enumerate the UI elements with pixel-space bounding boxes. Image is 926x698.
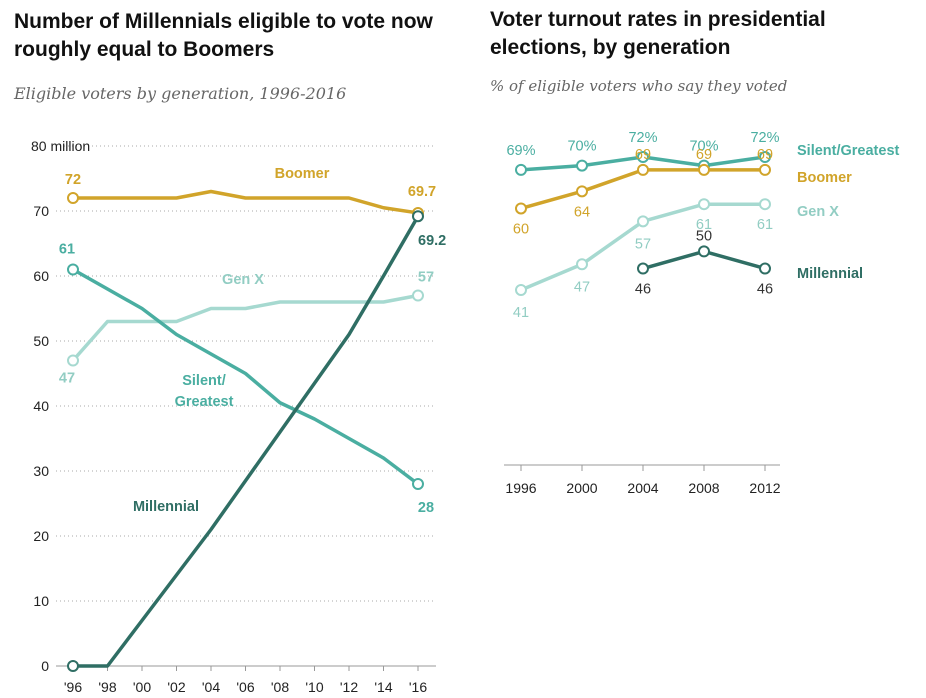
data-label: 57 [635,236,651,252]
data-label: 69 [696,147,712,163]
data-label: 69 [635,147,651,163]
x-tick-label: '14 [374,679,392,695]
y-tick-label: 30 [33,463,49,479]
data-label: 69.2 [418,233,446,249]
data-point-marker [412,478,424,490]
data-label: 61 [696,217,712,233]
x-tick-label: '96 [64,679,82,695]
data-point-marker [698,245,710,258]
series-label: Boomer [797,170,852,186]
data-label: 64 [574,204,590,220]
data-label: 72% [628,130,657,146]
data-point-marker [412,289,424,302]
y-tick-label: 0 [41,658,49,674]
x-tick-label: '00 [133,679,151,695]
data-label: 60 [513,221,529,237]
data-point-marker [637,262,649,275]
data-point-marker [759,163,771,176]
data-label: 46 [635,282,651,298]
x-tick-label: 2008 [688,480,719,496]
data-point-marker [759,198,771,211]
series-line-silent-greatest [72,267,420,486]
series-line-boomer [73,189,419,215]
data-label: 46 [757,282,773,298]
y-tick-label: 50 [33,333,49,349]
x-tick-label: 2012 [749,480,780,496]
y-tick-label: 70 [33,203,49,219]
y-tick-label: 20 [33,528,49,544]
data-label: 70% [567,139,596,155]
x-tick-label: 2000 [566,480,597,496]
data-point-marker [637,151,649,163]
data-label: 47 [574,279,590,295]
data-label: 61 [59,242,75,258]
x-tick-label: 1996 [505,480,536,496]
series-label: Greatest [175,394,234,410]
data-label: 61 [757,217,773,233]
data-point-marker [67,660,79,672]
data-point-marker [576,258,588,271]
left-chart-subtitle: Eligible voters by generation, 1996-2016 [14,84,347,103]
series-label: Boomer [275,166,330,182]
data-point-marker [698,163,710,176]
data-point-marker [759,151,771,163]
x-tick-label: '08 [271,679,289,695]
data-label: 41 [513,305,529,321]
data-point-marker [576,159,588,172]
y-tick-label: 40 [33,398,49,414]
right-chart-subtitle: % of eligible voters who say they voted [490,77,788,95]
x-tick-label: '02 [167,679,185,695]
data-label: 47 [59,371,75,387]
data-point-marker [515,202,527,215]
data-point-marker [67,192,79,204]
data-label: 57 [418,270,434,286]
data-point-marker [637,215,649,228]
data-point-marker [515,163,527,176]
data-point-marker [515,284,527,296]
series-label: Millennial [797,266,863,282]
data-label: 28 [418,500,434,516]
left-chart-title: Number of Millennials eligible to vote n… [14,10,433,61]
data-point-marker [576,185,588,198]
data-label: 70% [689,139,718,155]
series-line-gen-x [71,293,419,362]
x-tick-label: '98 [98,679,116,695]
y-tick-label: 10 [33,593,49,609]
series-line-millennial [73,215,420,668]
data-label: 50 [696,228,712,244]
data-label: 72% [750,130,779,146]
data-label: 69% [506,143,535,159]
data-label: 69.7 [408,184,436,200]
x-tick-label: '04 [202,679,220,695]
x-tick-label: '06 [236,679,254,695]
data-label: 72 [65,172,81,188]
data-point-marker [637,163,649,176]
x-tick-label: '12 [340,679,358,695]
data-label: 69 [757,147,773,163]
series-label: Gen X [797,204,839,220]
data-point-marker [67,354,79,367]
data-point-marker [759,262,771,275]
series-label: Silent/Greatest [797,143,900,159]
series-label: Silent/ [182,373,226,389]
x-tick-label: 2004 [627,480,658,496]
series-label: Gen X [222,272,264,288]
series-label: Millennial [133,499,199,515]
data-point-marker [698,198,710,211]
x-tick-label: '10 [305,679,323,695]
data-point-marker [67,263,79,276]
right-chart-title: Voter turnout rates in presidential elec… [490,8,826,59]
y-tick-label: 80 million [31,138,90,154]
x-tick-label: '16 [409,679,427,695]
data-point-marker [412,210,424,223]
y-tick-label: 60 [33,268,49,284]
